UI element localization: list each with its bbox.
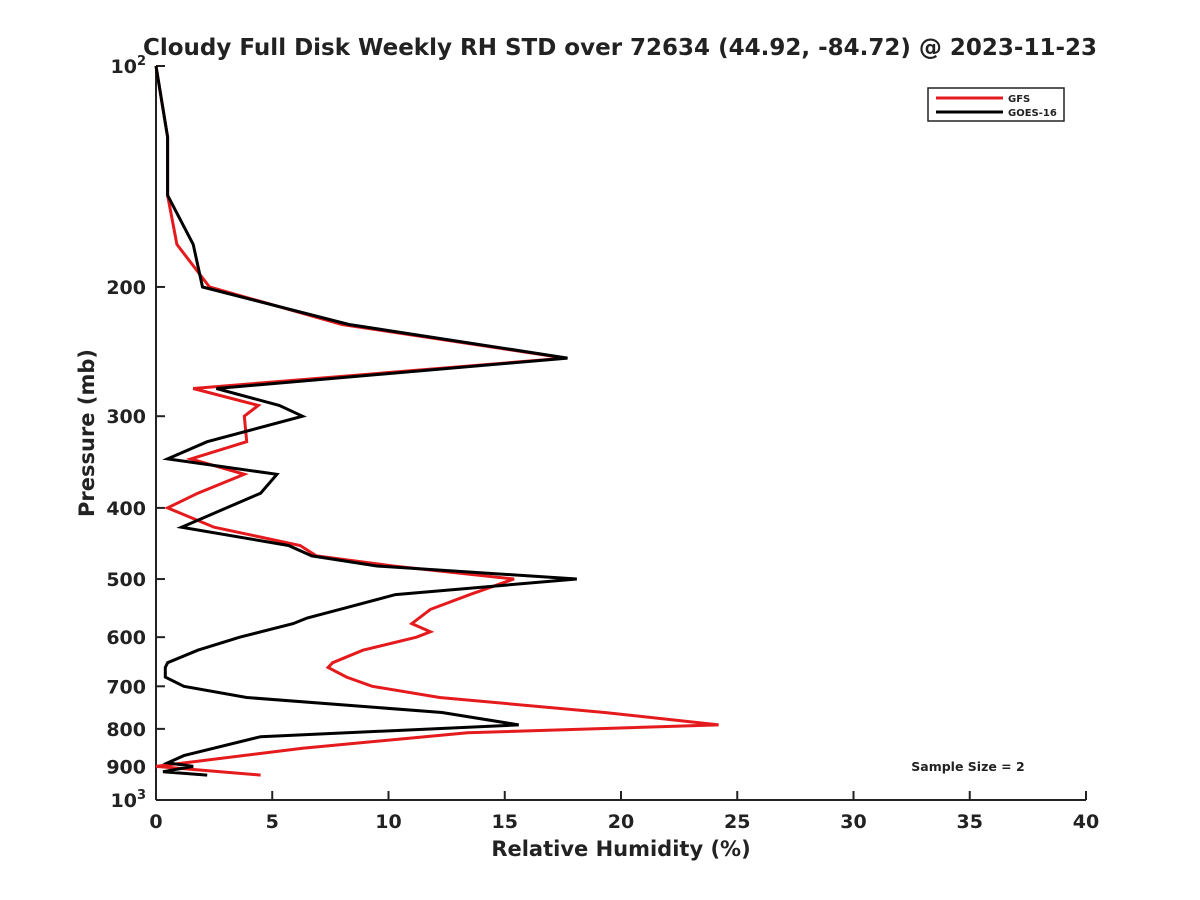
y-tick-label: 700 xyxy=(106,676,146,698)
series-line-goes-16 xyxy=(154,65,577,777)
x-axis-label: Relative Humidity (%) xyxy=(491,837,750,861)
y-tick-label: 200 xyxy=(106,277,146,299)
series-line-gfs xyxy=(154,65,719,777)
x-tick-label: 25 xyxy=(724,811,750,833)
x-tick-label: 40 xyxy=(1073,811,1099,833)
plot-area: 0 5 10 15 20 25 30 35 40 102 200 300 400 500 600 700 80… xyxy=(106,54,1099,833)
x-tick-label: 15 xyxy=(492,811,518,833)
y-tick-label: 800 xyxy=(106,719,146,741)
chart-legend: GFS GOES-16 xyxy=(927,87,1065,122)
y-tick-label: 400 xyxy=(106,498,146,520)
y-tick-label: 300 xyxy=(106,406,146,428)
x-tick-label: 5 xyxy=(266,811,279,833)
y-axis-ticks: 102 200 300 400 500 600 700 800 900 103 xyxy=(106,54,165,812)
y-tick-label: 103 xyxy=(111,788,147,812)
x-axis-ticks: 0 5 10 15 20 25 30 35 40 xyxy=(149,791,1099,833)
y-axis-label: Pressure (mb) xyxy=(75,349,99,517)
chart-title: Cloudy Full Disk Weekly RH STD over 7263… xyxy=(143,35,1097,61)
y-tick-label: 600 xyxy=(106,627,146,649)
series-lines xyxy=(154,65,719,777)
x-tick-label: 20 xyxy=(608,811,634,833)
x-tick-label: 0 xyxy=(149,811,162,833)
x-tick-label: 35 xyxy=(957,811,983,833)
legend-label: GOES-16 xyxy=(1008,108,1057,119)
y-tick-label: 900 xyxy=(106,756,146,778)
x-tick-label: 10 xyxy=(375,811,401,833)
y-tick-label: 102 xyxy=(111,54,147,78)
x-tick-label: 30 xyxy=(840,811,866,833)
legend-box xyxy=(927,87,1065,122)
legend-label: GFS xyxy=(1008,94,1030,105)
y-tick-label: 500 xyxy=(106,569,146,591)
sample-size-annotation: Sample Size = 2 xyxy=(911,759,1024,774)
